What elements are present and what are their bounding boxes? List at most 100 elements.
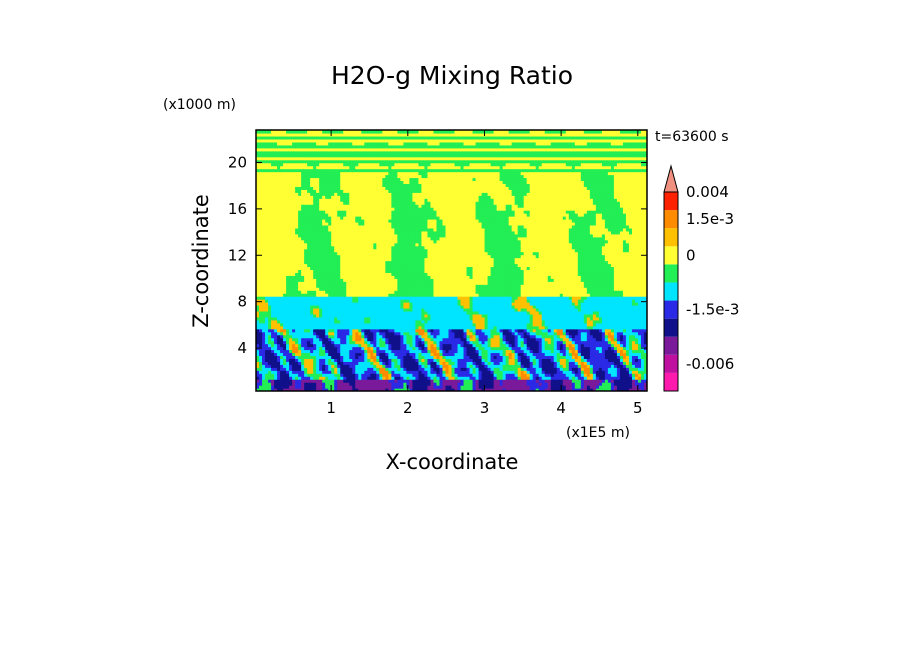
field-cell bbox=[550, 322, 555, 327]
field-cell bbox=[271, 361, 275, 365]
field-cell bbox=[553, 361, 558, 365]
field-cell bbox=[439, 358, 444, 362]
field-cell bbox=[433, 343, 438, 348]
field-cell bbox=[475, 328, 480, 333]
field-cell bbox=[385, 346, 389, 351]
field-cell bbox=[433, 379, 438, 383]
field-cell bbox=[424, 379, 429, 383]
field-cell bbox=[589, 370, 594, 374]
field-cell bbox=[460, 343, 465, 348]
field-cell bbox=[559, 319, 564, 324]
field-cell bbox=[334, 328, 338, 333]
field-cell bbox=[529, 370, 534, 374]
field-cell bbox=[385, 385, 389, 389]
field-cell bbox=[316, 361, 320, 365]
field-cell bbox=[634, 361, 639, 365]
field-cell bbox=[286, 319, 290, 324]
field-cell bbox=[436, 382, 441, 386]
field-cell bbox=[613, 376, 618, 380]
field-cell bbox=[256, 337, 260, 342]
field-cell bbox=[367, 379, 371, 383]
field-cell bbox=[460, 388, 465, 391]
field-cell bbox=[529, 346, 534, 351]
field-cell bbox=[409, 355, 413, 359]
field-cell bbox=[511, 355, 516, 359]
field-cell bbox=[460, 340, 465, 345]
field-cell bbox=[574, 331, 579, 336]
field-cell bbox=[565, 355, 570, 359]
field-cell bbox=[436, 346, 441, 351]
field-cell bbox=[283, 328, 287, 333]
field-cell bbox=[445, 325, 450, 330]
field-cell bbox=[478, 355, 483, 359]
field-cell bbox=[382, 331, 386, 336]
field-cell bbox=[544, 355, 549, 359]
field-cell bbox=[355, 388, 359, 391]
field-cell bbox=[409, 325, 413, 330]
field-cell bbox=[535, 325, 540, 330]
field-cell bbox=[442, 373, 447, 377]
field-cell bbox=[310, 358, 314, 362]
field-cell bbox=[418, 343, 423, 348]
field-cell bbox=[292, 382, 296, 386]
field-cell bbox=[625, 340, 630, 345]
field-cell bbox=[475, 331, 480, 336]
field-cell bbox=[610, 337, 615, 342]
field-cell bbox=[589, 334, 594, 339]
field-cell bbox=[391, 388, 395, 391]
field-cell bbox=[538, 334, 543, 339]
field-cell bbox=[562, 358, 567, 362]
field-cell bbox=[388, 373, 392, 377]
field-cell bbox=[577, 388, 582, 391]
field-cell bbox=[436, 340, 441, 345]
field-cell bbox=[343, 331, 347, 336]
field-cell bbox=[535, 367, 540, 371]
field-cell bbox=[628, 316, 633, 321]
field-cell bbox=[529, 343, 534, 348]
field-cell bbox=[268, 331, 272, 336]
field-cell bbox=[478, 382, 483, 386]
field-cell bbox=[343, 319, 347, 324]
field-cell bbox=[493, 328, 498, 333]
field-cell bbox=[340, 376, 344, 380]
field-cell bbox=[565, 370, 570, 374]
field-cell bbox=[571, 325, 576, 330]
field-cell bbox=[442, 364, 447, 368]
field-cell bbox=[349, 325, 353, 330]
field-cell bbox=[556, 331, 561, 336]
field-cell bbox=[295, 355, 299, 359]
field-cell bbox=[325, 385, 329, 389]
field-cell bbox=[301, 361, 305, 365]
field-cell bbox=[550, 358, 555, 362]
field-cell bbox=[412, 388, 417, 391]
field-cell bbox=[481, 355, 486, 359]
field-cell bbox=[322, 370, 326, 374]
field-cell bbox=[442, 358, 447, 362]
field-cell bbox=[271, 337, 275, 342]
field-cell bbox=[571, 370, 576, 374]
field-cell bbox=[331, 358, 335, 362]
field-cell bbox=[547, 382, 552, 386]
field-cell bbox=[325, 346, 329, 351]
field-cell bbox=[586, 325, 591, 330]
field-cell bbox=[517, 325, 522, 330]
field-cell bbox=[343, 379, 347, 383]
field-cell bbox=[475, 319, 480, 324]
field-cell bbox=[295, 316, 299, 321]
field-cell bbox=[295, 328, 299, 333]
field-cell bbox=[568, 379, 573, 383]
field-cell bbox=[292, 379, 296, 383]
field-cell bbox=[607, 337, 612, 342]
field-cell bbox=[328, 370, 332, 374]
field-cell bbox=[523, 388, 528, 391]
field-cell bbox=[490, 376, 495, 380]
field-cell bbox=[538, 322, 543, 327]
field-cell bbox=[541, 376, 546, 380]
field-cell bbox=[364, 379, 368, 383]
field-cell bbox=[307, 343, 311, 348]
field-cell bbox=[616, 319, 621, 324]
field-cell bbox=[373, 379, 377, 383]
field-cell bbox=[595, 334, 600, 339]
field-cell bbox=[292, 355, 296, 359]
field-cell bbox=[550, 382, 555, 386]
